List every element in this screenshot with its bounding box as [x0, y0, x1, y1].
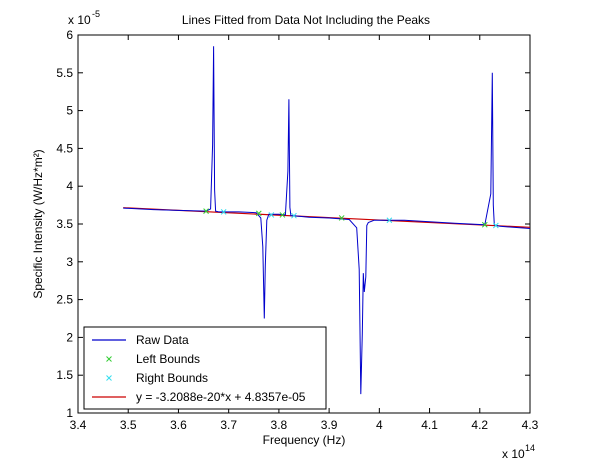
legend-label: y = -3.2088e-20*x + 4.8357e-05	[136, 390, 306, 404]
y-tick-label: 2	[66, 330, 73, 344]
x-tick-label: 3.4	[70, 418, 87, 432]
x-tick-label: 3.9	[321, 418, 338, 432]
left-bound-marker	[279, 212, 286, 218]
right-bound-marker	[291, 212, 297, 219]
left-bound-marker	[338, 215, 345, 221]
right-bound-marker	[492, 222, 499, 229]
x-tick-label: 4.2	[471, 418, 488, 432]
y-tick-label: 5.5	[56, 66, 73, 80]
right-bound-marker	[386, 217, 393, 224]
left-bound-marker	[481, 221, 488, 228]
y-axis: 1 1.5 2 2.5 3 3.5 4 4.5 5 5.5 6	[56, 28, 530, 420]
y-tick-label: 2.5	[56, 293, 73, 307]
left-bound-marker	[255, 210, 262, 217]
x-tick-label: 4.3	[522, 418, 539, 432]
legend-label: Right Bounds	[136, 371, 208, 385]
x-tick-label: 4	[376, 418, 383, 432]
svg-text:-5: -5	[92, 9, 100, 19]
raw-data-line	[123, 46, 531, 395]
x-tick-label: 3.6	[170, 418, 187, 432]
x-tick-label: 3.7	[220, 418, 237, 432]
y-tick-label: 3.5	[56, 217, 73, 231]
legend-label: Left Bounds	[136, 352, 200, 366]
x-tick-label: 4.1	[421, 418, 438, 432]
x-axis-label: Frequency (Hz)	[263, 433, 346, 447]
legend-label: Raw Data	[136, 333, 189, 347]
chart-title: Lines Fitted from Data Not Including the…	[182, 13, 430, 27]
left-bound-marker	[203, 208, 209, 215]
y-axis-label: Specific Intensity (W/Hz*m²)	[31, 149, 45, 298]
x-tick-label: 3.5	[120, 418, 137, 432]
svg-text:x 10: x 10	[502, 447, 525, 461]
legend: Raw Data Left Bounds Right Bounds y = -3.20…	[83, 326, 327, 410]
legend-box	[83, 326, 327, 410]
y-tick-label: 4	[66, 179, 73, 193]
y-tick-label: 3	[66, 255, 73, 269]
plot-content	[123, 46, 531, 395]
svg-text:14: 14	[525, 443, 535, 453]
x-exponent: x 10 14	[502, 443, 535, 461]
y-tick-label: 1	[66, 406, 73, 420]
y-tick-label: 1.5	[56, 368, 73, 382]
y-tick-label: 4.5	[56, 141, 73, 155]
legend-swatch	[106, 356, 112, 362]
y-tick-label: 6	[66, 28, 73, 42]
legend-swatch	[106, 375, 112, 381]
y-exponent: x 10 -5	[68, 9, 100, 27]
y-tick-label: 5	[66, 104, 73, 118]
right-bound-marker	[268, 212, 275, 218]
right-bound-marker	[220, 209, 227, 215]
svg-text:x 10: x 10	[68, 13, 91, 27]
x-tick-label: 3.8	[271, 418, 288, 432]
